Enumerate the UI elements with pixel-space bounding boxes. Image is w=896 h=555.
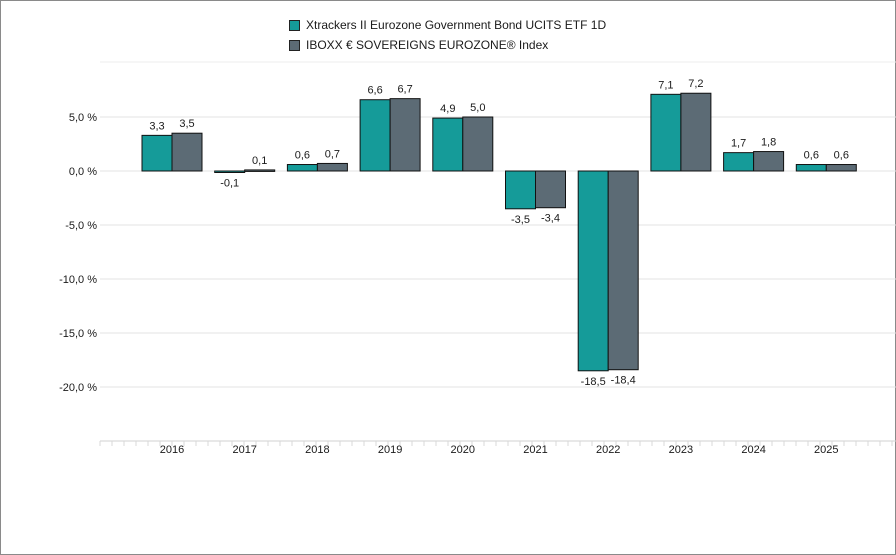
- x-tick-label: 2019: [378, 444, 402, 456]
- bar-fund: [577, 170, 609, 372]
- bar-index: [389, 98, 421, 172]
- legend-item-index[interactable]: IBOXX € SOVEREIGNS EUROZONE® Index: [289, 35, 606, 55]
- data-label-index: 7,2: [688, 78, 703, 90]
- bar-index: [244, 169, 276, 172]
- data-label-fund: -0,1: [220, 178, 239, 190]
- bar-index: [753, 151, 785, 172]
- x-tick-label: 2020: [451, 444, 475, 456]
- legend-item-fund[interactable]: Xtrackers II Eurozone Government Bond UC…: [289, 15, 606, 35]
- data-label-fund: -3,5: [511, 214, 530, 226]
- bar-fund: [432, 117, 464, 172]
- bar-index: [171, 132, 203, 172]
- bar-index: [535, 170, 566, 209]
- y-tick-label: -20,0 %: [59, 382, 97, 394]
- x-tick-label: 2018: [305, 444, 329, 456]
- x-tick-label: 2021: [523, 444, 547, 456]
- bar-fund: [650, 93, 682, 172]
- data-label-index: 1,8: [761, 137, 776, 149]
- x-tick-label: 2022: [596, 444, 620, 456]
- data-label-fund: 6,6: [367, 85, 382, 97]
- y-tick-label: 0,0 %: [69, 166, 97, 178]
- data-label-fund: 0,6: [295, 150, 310, 162]
- data-label-index: 6,7: [397, 84, 412, 96]
- bar-fund: [505, 170, 536, 210]
- data-label-index: 3,5: [179, 118, 194, 130]
- bar-index: [316, 162, 348, 172]
- legend-swatch-fund: [289, 19, 300, 31]
- x-tick-label: 2025: [814, 444, 838, 456]
- y-tick-label: 5,0 %: [69, 112, 97, 124]
- x-tick-label: 2024: [741, 444, 765, 456]
- x-tick-label: 2016: [160, 444, 184, 456]
- data-label-index: -18,4: [611, 375, 636, 387]
- data-label-index: -3,4: [541, 213, 560, 225]
- y-tick-label: -15,0 %: [59, 328, 97, 340]
- x-tick-label: 2017: [232, 444, 256, 456]
- data-label-index: 0,6: [834, 150, 849, 162]
- y-tick-label: -10,0 %: [59, 274, 97, 286]
- legend-label-index: IBOXX € SOVEREIGNS EUROZONE® Index: [306, 38, 549, 52]
- data-label-index: 0,7: [325, 148, 340, 160]
- bar-index: [825, 164, 857, 172]
- bar-fund: [359, 99, 391, 172]
- data-label-fund: 4,9: [440, 103, 455, 115]
- bar-fund: [214, 170, 246, 173]
- data-label-fund: -18,5: [581, 376, 606, 388]
- y-tick-label: -5,0 %: [65, 220, 97, 232]
- data-label-fund: 7,1: [658, 79, 673, 91]
- legend-label-fund: Xtrackers II Eurozone Government Bond UC…: [306, 18, 607, 32]
- data-label-fund: 3,3: [149, 120, 164, 132]
- bar-fund: [286, 164, 318, 172]
- bar-fund: [795, 164, 827, 172]
- x-tick-label: 2023: [669, 444, 693, 456]
- legend-swatch-index: [289, 39, 300, 51]
- bar-index: [680, 92, 712, 172]
- data-label-index: 0,1: [252, 155, 267, 167]
- bar-fund: [723, 152, 755, 172]
- bar-fund: [141, 134, 173, 172]
- bar-index: [607, 170, 639, 371]
- data-label-fund: 0,6: [804, 150, 819, 162]
- data-label-index: 5,0: [470, 102, 485, 114]
- bar-index: [462, 116, 494, 172]
- legend: Xtrackers II Eurozone Government Bond UC…: [289, 15, 606, 55]
- data-label-fund: 1,7: [731, 138, 746, 150]
